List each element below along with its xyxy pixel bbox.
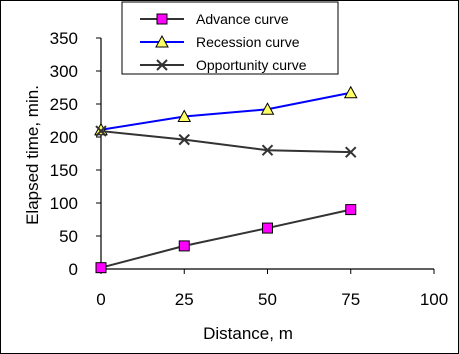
y-axis-title: Elapsed time, min. [23, 85, 42, 225]
x-axis-title: Distance, m [203, 324, 293, 343]
legend-label: Advance curve [196, 11, 289, 27]
x-marker [95, 125, 107, 137]
square-marker [156, 13, 168, 25]
legend-entry: Opportunity curve [140, 57, 307, 73]
y-tick-label: 350 [50, 29, 78, 48]
y-tick-label: 200 [50, 128, 78, 147]
x-tick-label: 25 [175, 290, 194, 309]
tick-group: 0 50 100 150 200 250 300 350 0 25 50 75 100 [50, 29, 449, 309]
x-marker-stroke [95, 125, 107, 137]
triangle-marker [343, 85, 358, 99]
series-line [100, 208, 351, 269]
y-tick-label: 150 [50, 161, 78, 180]
y-tick-label: 300 [50, 62, 78, 81]
series-advance-curve [95, 204, 357, 274]
series-line [100, 130, 351, 154]
x-tick-label: 100 [420, 290, 448, 309]
series-line [100, 91, 351, 131]
x-marker-stroke [261, 144, 274, 156]
x-tick-label: 75 [341, 290, 360, 309]
series-layer [94, 85, 358, 274]
x-marker [178, 133, 190, 146]
x-marker [345, 146, 357, 158]
triangle-marker [177, 109, 192, 123]
square-marker [178, 240, 190, 252]
y-tick-label: 0 [69, 260, 78, 279]
x-tick-label: 0 [96, 290, 105, 309]
x-tick-label: 50 [258, 290, 277, 309]
square-marker [262, 222, 273, 234]
x-marker-stroke [345, 146, 357, 158]
x-marker-stroke [156, 59, 168, 71]
square-marker [345, 204, 357, 216]
x-marker [261, 144, 274, 156]
triangle-marker [155, 34, 169, 48]
y-tick-label: 250 [50, 95, 78, 114]
y-tick-label: 100 [50, 194, 78, 213]
legend-entry: Recession curve [140, 34, 300, 50]
legend: Advance curve Recession curve Opportunity … [121, 1, 339, 75]
x-marker [156, 59, 168, 71]
legend-label: Recession curve [196, 34, 300, 50]
triangle-marker [260, 102, 275, 115]
series-opportunity-curve [95, 125, 357, 158]
y-tick-label: 50 [59, 227, 78, 246]
series-recession-curve [94, 85, 358, 136]
legend-entry: Advance curve [140, 11, 289, 27]
x-marker-stroke [178, 133, 190, 146]
legend-label: Opportunity curve [196, 57, 307, 73]
square-marker [95, 262, 107, 274]
